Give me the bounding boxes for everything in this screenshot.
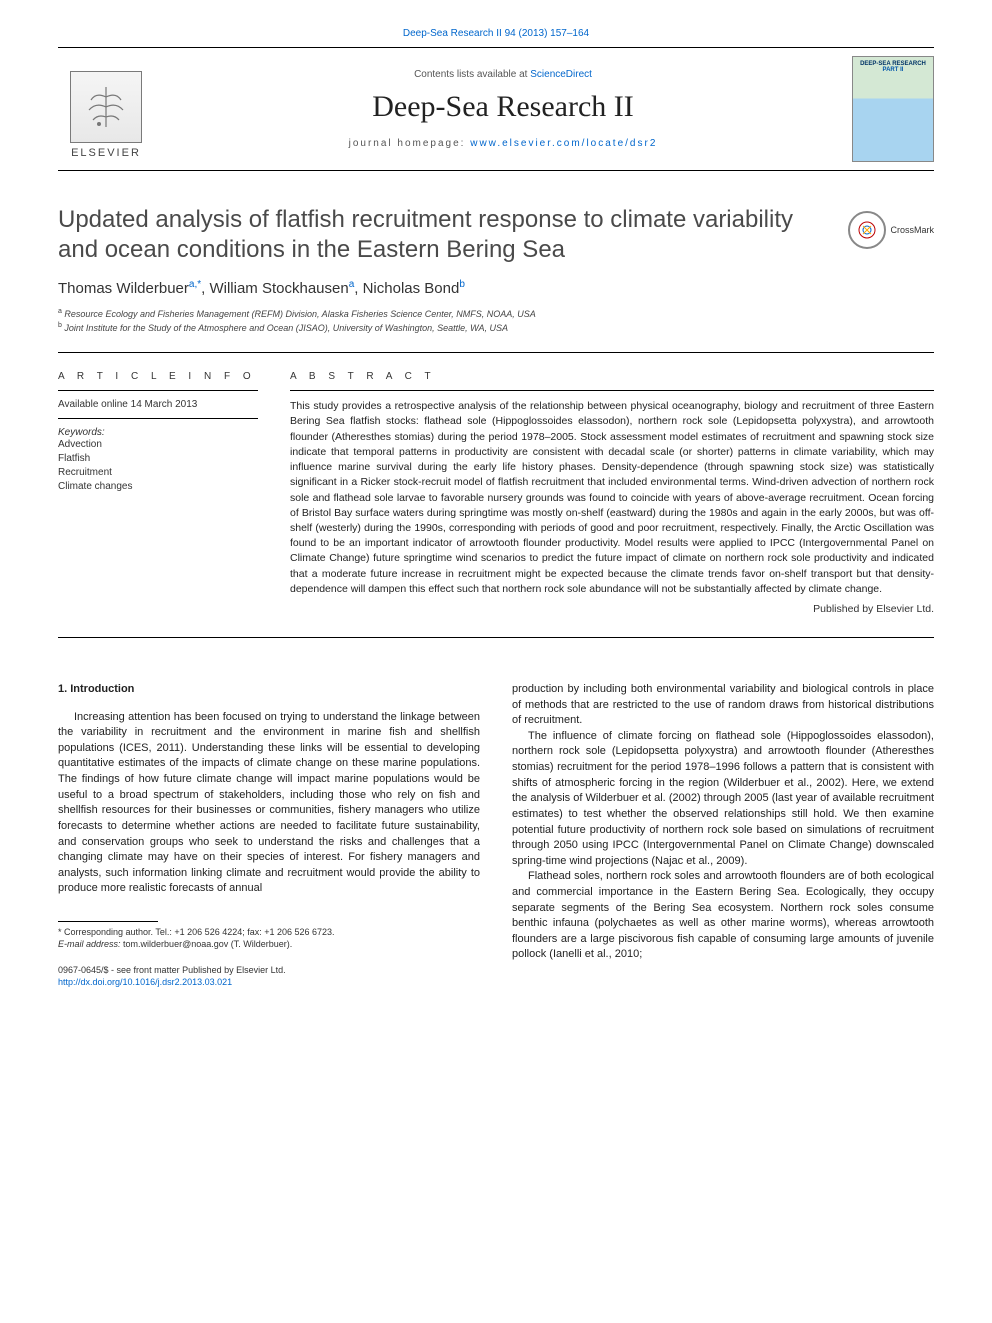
journal-cover-thumbnail[interactable]: DEEP-SEA RESEARCH PART II (852, 56, 934, 162)
body-column-right: production by including both environment… (512, 682, 934, 988)
abstract-label: A B S T R A C T (290, 371, 934, 382)
affiliations: a Resource Ecology and Fisheries Managem… (58, 307, 934, 334)
article-title: Updated analysis of flatfish recruitment… (58, 205, 824, 265)
body-paragraph: production by including both environment… (512, 682, 934, 729)
keywords-list: Advection Flatfish Recruitment Climate c… (58, 438, 258, 494)
journal-homepage: journal homepage: www.elsevier.com/locat… (154, 138, 852, 149)
journal-homepage-link[interactable]: www.elsevier.com/locate/dsr2 (470, 138, 657, 149)
keyword: Flatfish (58, 452, 258, 466)
keyword: Recruitment (58, 466, 258, 480)
corresponding-author-footnote: * Corresponding author. Tel.: +1 206 526… (58, 926, 480, 950)
journal-title: Deep-Sea Research II (154, 90, 852, 124)
body-paragraph: Increasing attention has been focused on… (58, 710, 480, 897)
divider (58, 352, 934, 353)
abstract-text: This study provides a retrospective anal… (290, 399, 934, 597)
keyword: Climate changes (58, 480, 258, 494)
author-list: Thomas Wilderbuera,*, William Stockhause… (58, 279, 934, 297)
issn-line: 0967-0645/$ - see front matter Published… (58, 964, 480, 976)
sciencedirect-link[interactable]: ScienceDirect (530, 69, 592, 80)
crossmark-badge[interactable]: CrossMark (848, 211, 934, 249)
masthead: ELSEVIER Contents lists available at Sci… (58, 47, 934, 171)
keywords-label: Keywords: (58, 427, 258, 438)
body-column-left: 1. Introduction Increasing attention has… (58, 682, 480, 988)
contents-available: Contents lists available at ScienceDirec… (154, 69, 852, 80)
article-info-label: A R T I C L E I N F O (58, 371, 258, 382)
header-citation-link[interactable]: Deep-Sea Research II 94 (2013) 157–164 (403, 28, 589, 39)
section-heading-introduction: 1. Introduction (58, 682, 480, 698)
author: Nicholas Bondb (363, 280, 465, 297)
elsevier-tree-icon (70, 71, 142, 143)
keyword: Advection (58, 438, 258, 452)
footer-block: 0967-0645/$ - see front matter Published… (58, 964, 480, 988)
affiliation: b Joint Institute for the Study of the A… (58, 321, 934, 335)
body-paragraph: The influence of climate forcing on flat… (512, 729, 934, 869)
author: Thomas Wilderbuera,* (58, 280, 201, 297)
author: William Stockhausena (209, 280, 354, 297)
affiliation: a Resource Ecology and Fisheries Managem… (58, 307, 934, 321)
available-online: Available online 14 March 2013 (58, 399, 258, 410)
crossmark-icon (848, 211, 886, 249)
published-by: Published by Elsevier Ltd. (290, 603, 934, 615)
footnote-separator (58, 921, 158, 922)
publisher-logo[interactable]: ELSEVIER (58, 59, 154, 159)
doi-link[interactable]: http://dx.doi.org/10.1016/j.dsr2.2013.03… (58, 977, 232, 987)
body-paragraph: Flathead soles, northern rock soles and … (512, 869, 934, 963)
publisher-name: ELSEVIER (71, 147, 141, 159)
header-citation: Deep-Sea Research II 94 (2013) 157–164 (58, 28, 934, 39)
crossmark-label: CrossMark (890, 225, 934, 235)
